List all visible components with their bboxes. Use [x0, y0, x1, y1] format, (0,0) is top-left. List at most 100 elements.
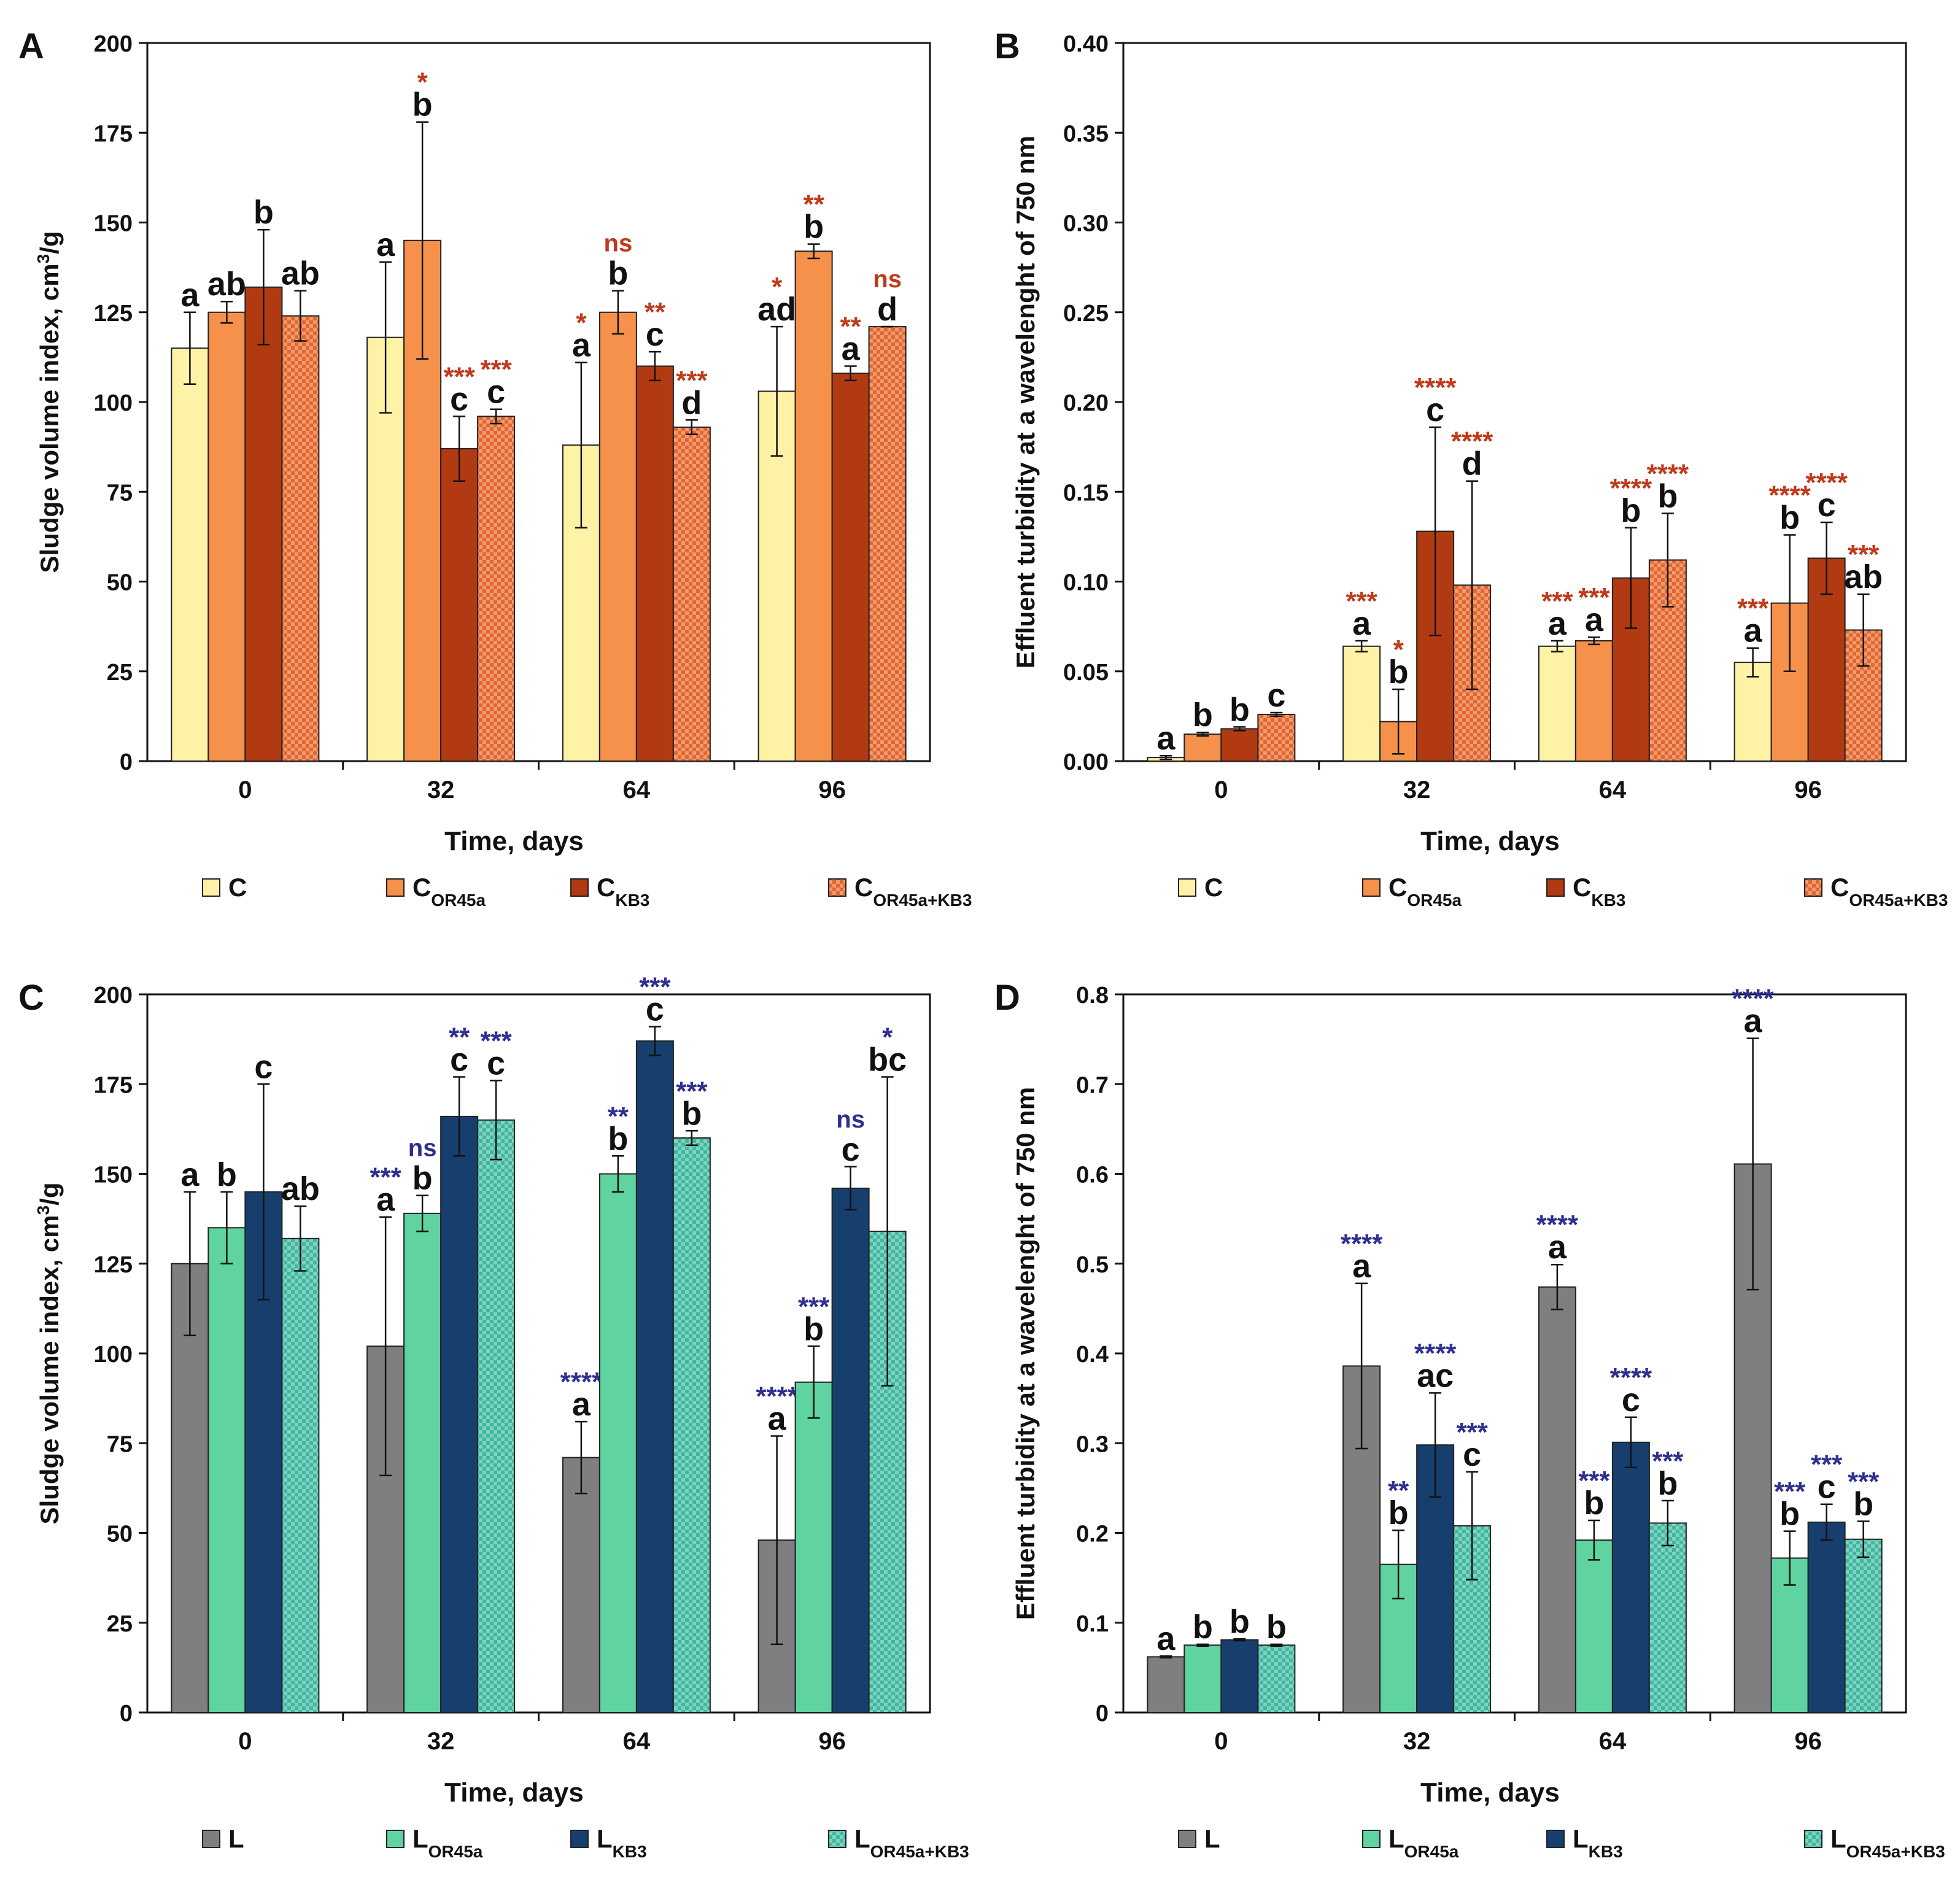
x-tick-label: 32 — [1403, 1728, 1431, 1755]
significance-letter: a — [1352, 605, 1371, 642]
significance-letter: c — [1426, 392, 1444, 428]
significance-letter: d — [1462, 446, 1482, 482]
bar-cor45a-0 — [1183, 733, 1222, 762]
significance-marker: **** — [1647, 459, 1689, 489]
bar-lor45a-kb3-96 — [1844, 1538, 1883, 1713]
y-tick-label: 0.10 — [1063, 570, 1109, 596]
significance-marker: **** — [1341, 1229, 1383, 1259]
significance-letter: b — [681, 1095, 702, 1132]
panel-letter: B — [994, 26, 1020, 66]
bar-cor45a-kb3-96 — [868, 326, 907, 762]
significance-letter: a — [1744, 613, 1763, 649]
significance-letter: ad — [757, 291, 796, 328]
legend-label: L — [228, 1824, 244, 1853]
significance-letter: b — [1193, 697, 1213, 733]
significance-letter: c — [487, 1045, 505, 1082]
y-tick-label: 0.30 — [1063, 211, 1109, 237]
y-tick-label: 0 — [120, 749, 133, 775]
significance-letter: b — [1388, 654, 1409, 691]
significance-marker: * — [882, 1023, 893, 1053]
significance-marker: * — [772, 272, 783, 302]
bar-lor45a-0 — [1183, 1644, 1222, 1713]
bar-lor45a-kb3-0 — [1257, 1644, 1296, 1713]
y-tick-label: 0.3 — [1076, 1431, 1109, 1457]
bar-l-64 — [1538, 1286, 1576, 1713]
legend-swatch — [570, 878, 589, 897]
y-tick-label: 0.1 — [1076, 1611, 1109, 1637]
significance-letter: b — [217, 1156, 237, 1193]
x-tick-label: 64 — [1599, 1728, 1627, 1755]
significance-marker: *** — [1848, 1466, 1880, 1496]
significance-letter: ab — [1844, 559, 1883, 595]
bar-ckb3-64 — [635, 365, 674, 762]
significance-letter: bc — [868, 1042, 907, 1078]
significance-letter: a — [1585, 602, 1604, 638]
y-tick-label: 75 — [107, 1431, 133, 1457]
significance-marker: **** — [1451, 427, 1493, 457]
significance-marker: *** — [1456, 1417, 1488, 1447]
x-tick-label: 64 — [623, 776, 651, 803]
legend-label: LOR45a — [1388, 1824, 1459, 1861]
significance-marker: *** — [676, 365, 708, 395]
bar-c-0 — [171, 347, 209, 762]
significance-marker: *** — [639, 972, 671, 1002]
significance-letter: a — [1156, 1620, 1175, 1657]
bar-cor45a-kb3-32 — [477, 416, 516, 762]
legend-swatch — [1804, 878, 1822, 897]
y-tick-label: 0.05 — [1063, 660, 1109, 686]
legend-swatch — [1804, 1830, 1822, 1848]
bar-c-32 — [1342, 645, 1381, 762]
significance-letter: b — [804, 209, 824, 246]
significance-letter: b — [608, 1120, 628, 1157]
bar-cor45a-kb3-0 — [1257, 713, 1296, 762]
bar-lor45a-64 — [1574, 1539, 1613, 1713]
bar-ckb3-32 — [440, 448, 479, 762]
significance-letter: b — [254, 194, 274, 231]
y-tick-label: 0.5 — [1076, 1252, 1109, 1278]
y-tick-label: 0.15 — [1063, 480, 1109, 506]
significance-letter: b — [1657, 1465, 1678, 1502]
legend-label: LKB3 — [1573, 1824, 1623, 1861]
legend-swatch — [202, 878, 220, 897]
y-tick-label: 75 — [107, 480, 133, 506]
significance-letter: b — [1266, 1609, 1287, 1646]
significance-letter: ab — [281, 1171, 320, 1207]
significance-letter: c — [842, 1131, 860, 1168]
significance-letter: a — [1744, 1003, 1763, 1040]
y-tick-label: 125 — [94, 301, 133, 327]
significance-letter: d — [681, 384, 702, 421]
significance-marker: *** — [1578, 582, 1610, 613]
y-tick-label: 0.40 — [1063, 31, 1109, 57]
y-tick-label: 100 — [94, 390, 133, 416]
significance-letter: b — [412, 1160, 433, 1197]
bar-cor45a-kb3-0 — [281, 315, 320, 762]
chart-panel-a: A 0 25 50 75 100 125 150 175 200 Sludge volume ind… — [18, 26, 972, 910]
significance-letter: b — [1621, 492, 1641, 529]
bar-l-64 — [562, 1457, 600, 1714]
y-tick-label: 200 — [94, 31, 133, 57]
y-tick-label: 150 — [94, 211, 133, 237]
significance-letter: b — [1193, 1609, 1213, 1646]
chart-panel-d: D 0 0.1 0.2 0.3 0.4 0.5 0.6 0.7 0.8 Effluent turbi… — [994, 978, 1945, 1861]
x-tick-label: 96 — [1794, 1728, 1822, 1755]
significance-letter: a — [1548, 605, 1567, 642]
bar-c-64 — [1538, 645, 1576, 762]
significance-letter: b — [1230, 1603, 1250, 1640]
legend-swatch — [1546, 878, 1565, 897]
significance-marker: **** — [1610, 473, 1652, 503]
legend-label: COR45a — [1388, 873, 1462, 910]
y-tick-label: 0 — [1096, 1701, 1109, 1727]
significance-letter: c — [646, 316, 664, 353]
legend-label: LOR45a — [412, 1824, 483, 1861]
significance-marker: *** — [1346, 586, 1377, 616]
significance-marker: *** — [676, 1076, 708, 1106]
significance-marker: ns — [836, 1106, 865, 1133]
legend-label: COR45a+KB3 — [1830, 873, 1948, 910]
x-tick-label: 32 — [1403, 776, 1431, 803]
significance-marker: *** — [1541, 586, 1573, 616]
significance-letter: a — [1548, 1229, 1567, 1266]
significance-marker: ** — [608, 1101, 629, 1131]
significance-letter: b — [804, 1310, 824, 1347]
y-axis-title: Effluent turbidity at a wavelenght of 75… — [1011, 136, 1040, 668]
panel-letter: C — [18, 978, 44, 1018]
